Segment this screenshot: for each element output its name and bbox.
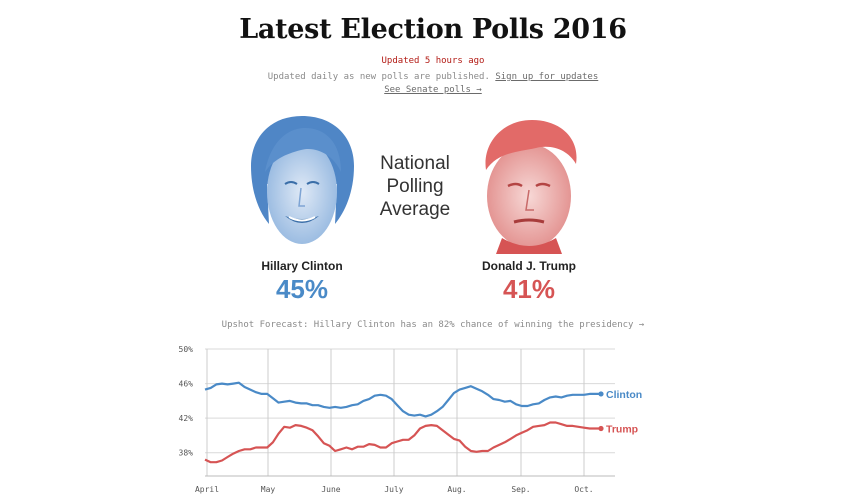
x-tick-label: May [261, 485, 276, 494]
candidate-name-trump: Donald J. Trump [481, 259, 576, 273]
national-average-line-3: Average [379, 199, 451, 220]
y-tick-label: 38% [179, 449, 194, 458]
national-average-line-1: National [380, 153, 450, 174]
national-average-label: National Polling Average [360, 152, 470, 221]
y-tick-label: 42% [179, 414, 194, 423]
updated-timestamp: Updated 5 hours ago [381, 56, 485, 66]
upshot-forecast-link[interactable]: Upshot Forecast: Hillary Clinton has an … [221, 320, 645, 330]
page-title: Latest Election Polls 2016 [239, 14, 627, 45]
series-endpoint-clinton [598, 391, 604, 397]
x-tick-label: Aug. [447, 485, 466, 494]
clinton-portrait [251, 116, 354, 244]
x-tick-label: Oct. [574, 485, 593, 494]
series-endpoint-trump [598, 425, 604, 432]
candidate-percent-clinton: 45% [275, 274, 329, 304]
candidate-percent-trump: 41% [502, 274, 556, 304]
y-tick-label: 50% [179, 345, 194, 354]
senate-polls-link[interactable]: See Senate polls → [384, 85, 482, 95]
x-tick-label: June [321, 485, 340, 494]
series-label-clinton: Clinton [606, 389, 642, 401]
signup-link[interactable]: Sign up for updates [495, 72, 599, 82]
series-line-trump [204, 421, 601, 464]
candidate-name-clinton: Hillary Clinton [261, 259, 343, 273]
trump-portrait [485, 120, 577, 254]
national-average-line-2: Polling [386, 176, 444, 197]
update-note-text: Updated daily as new polls are published… [267, 72, 496, 82]
x-tick-label: Sep. [511, 485, 530, 494]
series-line-clinton [204, 381, 601, 418]
series-label-trump: Trump [606, 424, 638, 436]
x-tick-label: April [195, 485, 219, 494]
y-tick-label: 46% [179, 380, 194, 389]
upshot-forecast: Upshot Forecast: Hillary Clinton has an … [0, 320, 866, 330]
senate-link-row: See Senate polls → [0, 85, 866, 95]
x-tick-label: July [384, 485, 403, 494]
update-note: Updated daily as new polls are published… [0, 72, 866, 82]
